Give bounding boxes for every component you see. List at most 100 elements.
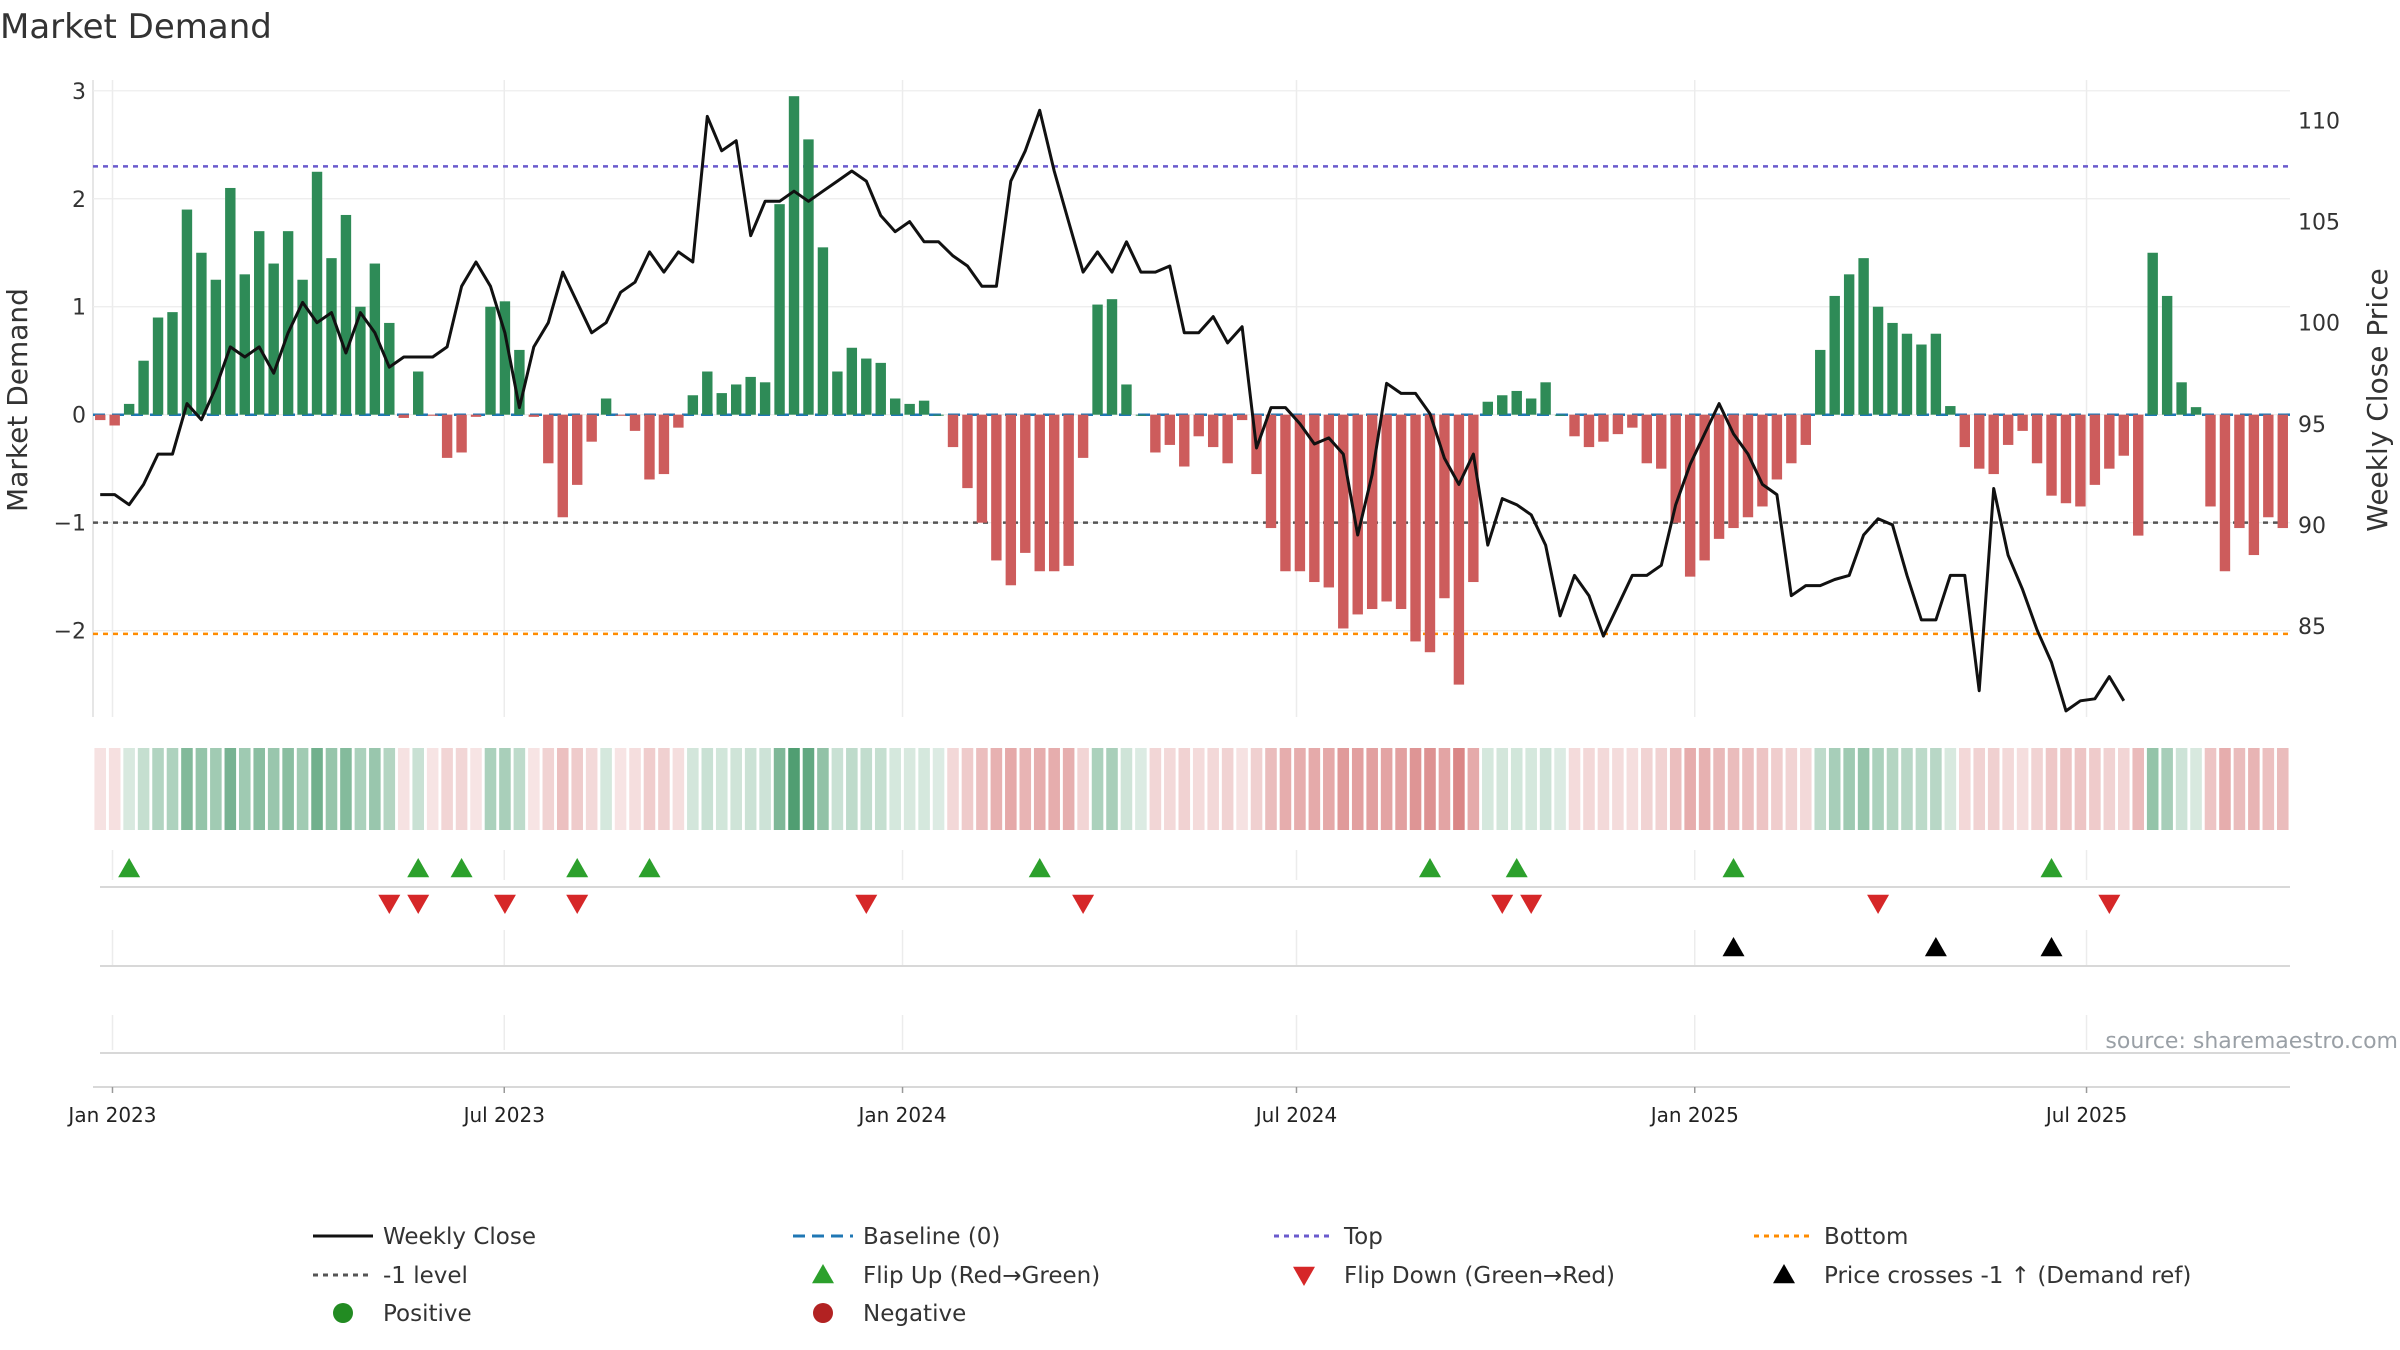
demand-bar	[1179, 414, 1190, 467]
demand-bar	[1034, 414, 1045, 572]
x-tick-label: Jul 2023	[462, 1103, 545, 1127]
demand-bar	[1656, 414, 1667, 469]
demand-bars	[95, 96, 2288, 685]
flip-down-marker	[1867, 894, 1890, 914]
heat-cell	[2190, 748, 2202, 830]
heat-cell	[1221, 748, 1234, 830]
heat-cell	[831, 748, 844, 830]
demand-bar	[268, 263, 279, 415]
heat-cell	[773, 748, 786, 830]
demand-bar	[109, 414, 120, 426]
heat-cell	[1756, 748, 1769, 830]
demand-bar	[846, 347, 858, 415]
demand-bar	[369, 263, 381, 415]
legend-label: Price crosses -1 ↑ (Demand ref)	[1824, 1263, 2191, 1289]
flip-down-marker	[1520, 894, 1543, 914]
demand-bar	[2046, 414, 2057, 496]
demand-bar	[1468, 414, 1479, 583]
flip-up-marker	[118, 858, 141, 878]
demand-bar	[1858, 258, 1869, 415]
heat-cell	[1525, 748, 1537, 830]
heat-cell	[817, 748, 829, 830]
heat-cell	[1279, 748, 1292, 830]
demand-bar	[1916, 344, 1927, 415]
demand-bar	[485, 306, 496, 415]
demand-bar	[152, 317, 164, 415]
demand-bar	[1497, 395, 1508, 415]
demand-bar	[326, 258, 337, 415]
heat-cell	[889, 748, 901, 830]
heat-cell	[1496, 748, 1509, 830]
heat-cell	[1698, 748, 1711, 830]
demand-bar	[1511, 390, 1522, 415]
heat-cell	[238, 748, 251, 830]
heat-cell	[730, 748, 742, 830]
heat-cell	[1641, 748, 1653, 830]
demand-bar	[861, 358, 872, 415]
x-tick-label: Jan 2025	[1649, 1103, 1739, 1127]
demand-bar	[817, 247, 829, 415]
demand-bar	[687, 395, 699, 415]
heat-cell	[1207, 748, 1219, 830]
demand-bar	[1800, 414, 1811, 445]
demand-bar	[210, 279, 222, 415]
heat-cell	[210, 748, 222, 830]
heat-cell	[1091, 748, 1104, 830]
demand-bar	[788, 96, 800, 415]
heat-cell	[2146, 748, 2159, 830]
heat-cell	[2219, 748, 2231, 830]
heat-cell	[1510, 748, 1523, 830]
heat-cell	[1539, 748, 1552, 830]
demand-bar	[282, 231, 294, 415]
flip-down-marker	[1072, 894, 1095, 914]
y-tick-left: −1	[54, 512, 86, 537]
weekly-close-series	[100, 108, 2126, 713]
demand-bar	[1641, 414, 1653, 464]
heat-cell	[1005, 748, 1017, 830]
demand-bar	[1121, 384, 1132, 415]
x-tick-label: Jul 2024	[1254, 1103, 1337, 1127]
heat-cell	[1453, 748, 1465, 830]
heat-cell	[585, 748, 598, 830]
flip-up-marker	[1722, 858, 1745, 878]
demand-bar	[1207, 414, 1219, 448]
source-credit: source: sharemaestro.com	[2105, 1029, 2398, 1054]
demand-bar	[1236, 414, 1248, 421]
signal-markers	[100, 858, 2290, 1054]
demand-bar	[297, 279, 308, 415]
heat-cell	[1713, 748, 1725, 830]
demand-bar	[1901, 333, 1913, 415]
heat-cell	[1612, 748, 1624, 830]
heat-cell	[2016, 748, 2029, 830]
demand-bar	[1598, 414, 1609, 442]
demand-bar	[355, 306, 366, 415]
demand-bar	[413, 371, 424, 415]
heat-cell	[903, 748, 916, 830]
heat-cell	[1915, 748, 1928, 830]
flip-up-marker	[1505, 858, 1528, 878]
demand-bar	[1872, 306, 1884, 415]
demand-bar	[138, 360, 149, 415]
demand-bar	[962, 414, 973, 489]
flip-down-marker	[566, 894, 589, 914]
heat-cell	[1192, 748, 1205, 830]
heat-cell	[2276, 748, 2289, 830]
demand-bar	[528, 414, 540, 417]
heat-cell	[1366, 748, 1378, 830]
demand-bar	[2176, 382, 2187, 415]
heat-cell	[181, 748, 193, 830]
heat-cell	[166, 748, 179, 830]
heat-cell	[224, 748, 237, 830]
demand-bar	[658, 414, 670, 475]
flip-down-marker	[1491, 894, 1514, 914]
demand-bar	[615, 414, 626, 416]
chart-title: Market Demand	[0, 7, 272, 47]
heat-cell	[542, 748, 555, 830]
heat-cell	[369, 748, 381, 830]
demand-bar	[1930, 333, 1942, 415]
heat-cell	[1828, 748, 1841, 830]
heat-cell	[629, 748, 641, 830]
heat-cell	[441, 748, 453, 830]
heat-cell	[990, 748, 1003, 830]
legend-label: -1 level	[383, 1263, 468, 1289]
